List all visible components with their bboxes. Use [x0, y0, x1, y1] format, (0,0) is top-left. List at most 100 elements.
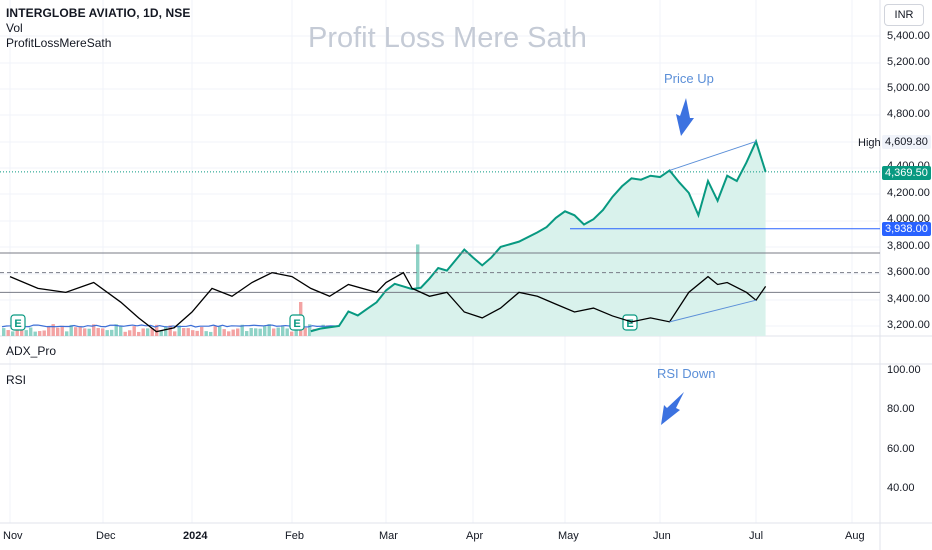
volume-bar [11, 331, 15, 336]
volume-bar [38, 331, 42, 336]
volume-bar [33, 331, 37, 336]
price-tick: 3,800.00 [887, 240, 930, 252]
custom-indicator-label[interactable]: ProfitLossMereSath [6, 36, 112, 50]
volume-bar [173, 331, 177, 336]
price-tick: 3,400.00 [887, 293, 930, 305]
volume-bar [245, 331, 249, 336]
volume-bar [285, 328, 289, 336]
volume-bar [78, 326, 82, 336]
volume-bar [42, 330, 46, 336]
volume-bar [240, 324, 244, 336]
time-tick: Apr [466, 530, 484, 542]
time-tick: Jul [749, 530, 764, 542]
price-up-annotation[interactable]: Price Up [664, 71, 714, 86]
watermark: Profit Loss Mere Sath [308, 22, 587, 54]
volume-bar [24, 330, 28, 336]
volume-bar [56, 327, 60, 336]
volume-bar [249, 328, 253, 336]
volume-bar [29, 327, 33, 336]
volume-indicator-label[interactable]: Vol [6, 21, 23, 35]
volume-bar [186, 328, 190, 336]
volume-bar [69, 324, 73, 336]
rsi-tick: 100.00 [887, 364, 921, 376]
volume-bar [15, 328, 19, 336]
volume-bar [137, 331, 141, 336]
rsi-line[interactable] [9, 271, 767, 333]
volume-bar [6, 330, 10, 336]
volume-bar [159, 330, 163, 336]
price-tick: 5,400.00 [887, 30, 930, 42]
earnings-marker-box [10, 314, 26, 331]
price-tick: 3,600.00 [887, 266, 930, 278]
volume-bar [276, 327, 280, 336]
rsi-tick: 60.00 [887, 443, 915, 455]
volume-bar [20, 326, 24, 336]
volume-bar [110, 329, 114, 336]
price-tick: 5,000.00 [887, 82, 930, 94]
volume-bar [119, 326, 123, 336]
time-tick: Feb [285, 530, 304, 542]
volume-bar [281, 325, 285, 336]
volume-bar [150, 328, 154, 336]
volume-bar [96, 328, 100, 336]
volume-bar [105, 330, 109, 336]
time-tick: Jun [653, 530, 671, 542]
price-trend-line[interactable] [669, 140, 757, 171]
volume-bar [74, 327, 78, 336]
price-tick: 4,800.00 [887, 108, 930, 120]
high-value-tag: 4,609.80 [882, 135, 931, 149]
level-price-tag[interactable]: 3,938.00 [882, 222, 931, 236]
volume-bar [155, 324, 159, 336]
earnings-marker-box [622, 314, 638, 331]
volume-bar [227, 331, 231, 336]
volume-bar [177, 325, 181, 336]
earnings-marker-label: E [293, 318, 300, 330]
volume-bar [114, 324, 118, 336]
volume-bar [267, 324, 271, 336]
volume-bar [2, 328, 6, 336]
volume-bar [263, 325, 267, 336]
earnings-marker-label: E [626, 318, 633, 330]
earnings-marker-label: E [14, 318, 21, 330]
current-price-tag: 4,369.50 [882, 166, 931, 180]
volume-bar [51, 324, 55, 336]
volume-bar [272, 328, 276, 336]
volume-bar [60, 325, 64, 336]
price-line[interactable] [310, 138, 767, 333]
volume-bar [141, 328, 145, 336]
volume-bar [204, 331, 208, 336]
volume-bar [132, 326, 136, 336]
price-arrow-icon [676, 98, 694, 136]
time-tick: May [558, 530, 579, 542]
volume-bar [146, 328, 150, 336]
earnings-marker-box [289, 314, 305, 331]
high-label: High [858, 137, 881, 149]
volume-bar [101, 328, 105, 336]
volume-bar [123, 331, 127, 336]
volume-bar [83, 328, 87, 336]
volume-bar [303, 327, 307, 336]
rsi-arrow-icon [661, 392, 684, 425]
volume-bar [92, 324, 96, 336]
volume-bar [168, 325, 172, 336]
rsi-tick: 40.00 [887, 482, 915, 494]
volume-bar [47, 326, 51, 336]
rsi-trend-line[interactable] [669, 299, 757, 323]
price-area-fill [310, 141, 766, 336]
volume-bar [128, 330, 132, 336]
volume-bar [236, 328, 240, 336]
volume-bar [222, 329, 226, 336]
rsi-down-annotation[interactable]: RSI Down [657, 366, 716, 381]
volume-bar [191, 330, 195, 336]
adx-pane-label[interactable]: ADX_Pro [6, 344, 57, 358]
time-tick: 2024 [183, 530, 208, 542]
volume-bar [195, 330, 199, 336]
symbol-title[interactable]: INTERGLOBE AVIATIO, 1D, NSE [6, 6, 191, 20]
volume-bar [200, 327, 204, 336]
rsi-pane-label[interactable]: RSI [6, 373, 27, 387]
volume-bar [213, 326, 217, 336]
volume-bar [308, 324, 312, 336]
currency-button[interactable]: INR [884, 4, 924, 26]
